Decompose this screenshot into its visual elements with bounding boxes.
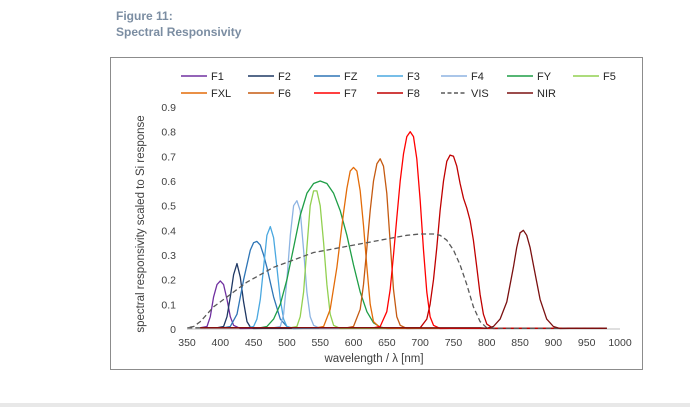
legend-label: F1 [211,71,224,83]
x-tick-label: 500 [278,337,296,349]
spectral-responsivity-chart: F1 F2 FZ F3 F4 FY F5 FXL F6 F7 F8 VIS NIR 350 400 450 5… [135,71,632,365]
figure-label: Figure 11: [116,9,173,23]
series-line-nir [200,229,607,330]
legend-item-fxl: FXL [181,88,231,100]
y-tick-label: 0.8 [161,127,176,139]
legend-item-f8: F8 [377,88,420,100]
legend-label: F7 [344,88,357,100]
legend-item-f4: F4 [441,71,484,83]
legend-item-fz: FZ [314,71,358,83]
legend-item-f3: F3 [377,71,420,83]
x-tick-label: 950 [578,337,596,349]
page-bottom-rule [0,403,690,407]
legend-label: FY [537,71,552,83]
chart-frame: F1 F2 FZ F3 F4 FY F5 FXL F6 F7 F8 VIS NIR 350 400 450 5… [110,57,643,370]
y-tick-label: 0.1 [161,299,176,311]
y-tick-label: 0.6 [161,176,176,188]
y-tick-label: 0.7 [161,151,176,163]
legend-label: F5 [603,71,616,83]
x-tick-label: 700 [411,337,429,349]
legend-item-f1: F1 [181,71,224,83]
x-tick-label: 600 [345,337,363,349]
x-tick-label: 450 [245,337,263,349]
legend-label: F3 [407,71,420,83]
y-tick-label: 0.2 [161,275,176,287]
series-line-fxl [200,166,607,329]
series-line-f7 [200,131,607,330]
y-tick-label: 0.9 [161,102,176,114]
legend-label: F2 [278,71,291,83]
legend-item-vis: VIS [441,88,489,100]
legend-label: VIS [471,88,489,100]
legend-item-f5: F5 [573,71,616,83]
series-line-f4 [200,200,607,330]
series-line-fy [200,180,607,330]
legend-label: FZ [344,71,358,83]
series-line-vis [186,233,607,329]
x-tick-label: 350 [178,337,196,349]
x-tick-label: 900 [545,337,563,349]
y-tick-label: 0.3 [161,250,176,262]
x-tick-label: 800 [478,337,496,349]
series-line-f6 [200,158,607,330]
x-axis-label: wavelength / λ [nm] [323,353,423,365]
series-line-f3 [200,225,607,330]
x-tick-label: 850 [511,337,529,349]
legend-item-f6: F6 [248,88,291,100]
figure-caption: Spectral Responsivity [116,25,242,39]
x-tick-label: 550 [311,337,329,349]
legend-label: F4 [471,71,484,83]
x-tick-label: 650 [378,337,396,349]
figure-title: Figure 11: Spectral Responsivity [116,8,241,40]
plot-area [186,131,607,330]
x-tick-label: 1000 [608,337,632,349]
legend-label: F8 [407,88,420,100]
legend-item-fy: FY [507,71,552,83]
legend-item-f7: F7 [314,88,357,100]
legend-label: F6 [278,88,291,100]
series-line-f1 [200,280,607,330]
legend-item-f2: F2 [248,71,291,83]
series-line-f8 [200,154,607,330]
y-axis-label: spectral responsivity scaled to Si respo… [135,115,147,332]
series-line-f5 [200,190,607,330]
legend-label: FXL [211,88,231,100]
legend-label: NIR [537,88,556,100]
y-tick-label: 0.5 [161,201,176,213]
y-tick-label: 0 [170,324,176,336]
x-tick-label: 400 [212,337,230,349]
x-tick-label: 750 [445,337,463,349]
legend-item-nir: NIR [507,88,556,100]
y-tick-label: 0.4 [161,225,176,237]
chart-legend: F1 F2 FZ F3 F4 FY F5 FXL F6 F7 F8 VIS NIR [181,71,616,100]
